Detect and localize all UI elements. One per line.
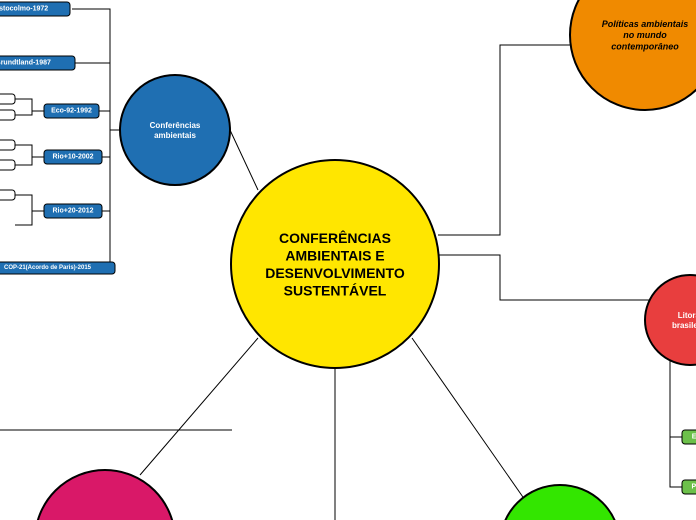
ele: Ele [682,430,696,444]
rio10: Rio+10-2002 [44,150,102,164]
bracket-line [15,145,44,157]
conferencias: Conferênciasambientais [120,75,230,185]
brundtland: atório de Brundtland-1987 [0,56,75,70]
connector-line [438,255,645,300]
leaf4: la 21 [0,160,15,170]
pol: Pol [682,480,696,494]
bracket-line [15,195,44,211]
politicas: Políticas ambientaisno mundocontemporâne… [570,0,696,110]
pol-label: Pol [692,484,696,491]
bracket-line [15,211,32,225]
leaf1: etas) [0,94,15,104]
litoral: Litoralbrasileiro [645,275,696,365]
estocolmo: rência de Estocolmo-1972 [0,2,70,16]
brundtland-label: atório de Brundtland-1987 [0,60,51,67]
rio20: Rio+20-2012 [44,204,102,218]
connector-line [140,338,258,475]
ele-label: Ele [692,434,696,441]
eco92: Eco-92-1992 [44,104,99,118]
central-node: CONFERÊNCIASAMBIENTAIS EDESENVOLVIMENTOS… [231,160,439,368]
magenta_bl [35,470,175,520]
estocolmo-label: rência de Estocolmo-1972 [0,6,48,13]
bracket-line [110,130,115,268]
connector-line [438,45,575,235]
conferencias-label: Conferênciasambientais [150,121,201,140]
rio20-label: Rio+20-2012 [52,208,93,215]
connector-line [670,437,682,487]
connector-line [230,130,258,190]
bracket-line [15,111,32,115]
cop21: COP-21(Acordo de Paris)-2015 [0,262,115,274]
leaf2: aram) [0,110,15,120]
cop21-label: COP-21(Acordo de Paris)-2015 [4,265,92,271]
connector-line [412,338,525,500]
eco92-label: Eco-92-1992 [51,108,92,115]
leaf3: o Sul [0,140,15,150]
leaf5: o de [0,190,15,200]
rio10-label: Rio+10-2002 [52,154,93,161]
bracket-line [15,157,32,165]
bracket-line [15,99,44,111]
